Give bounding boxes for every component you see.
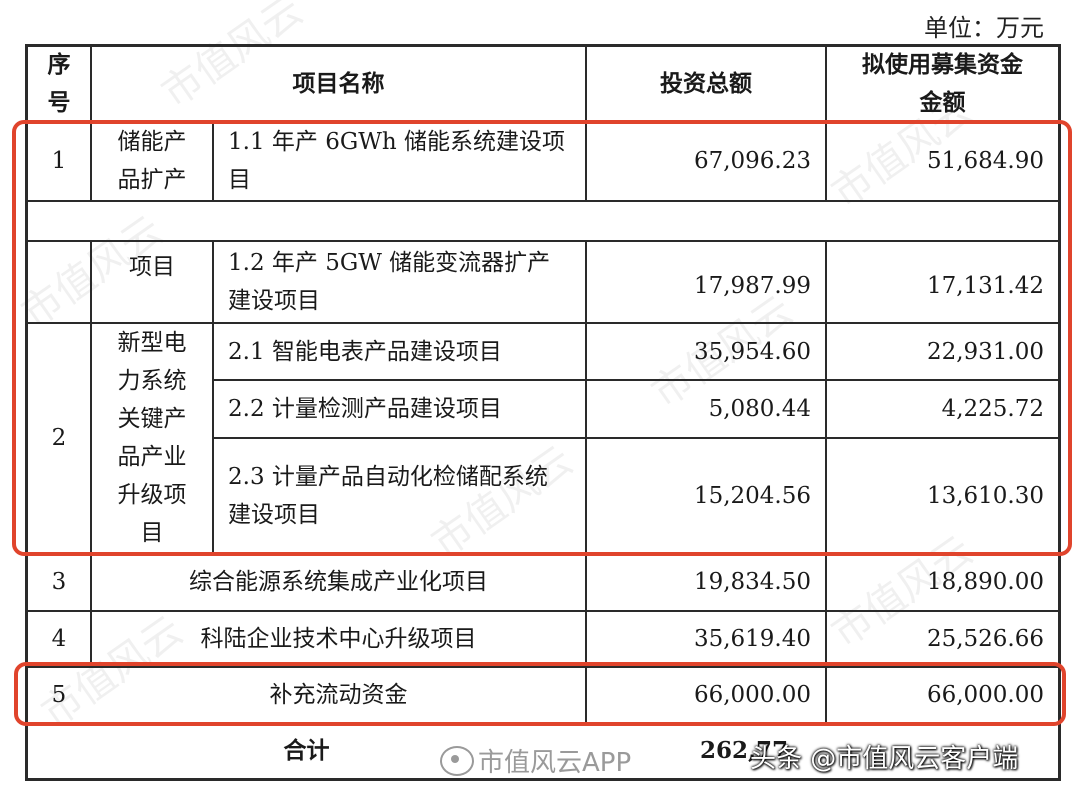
table-border: [585, 240, 587, 724]
row-seq: 5: [51, 682, 67, 708]
table-border: [25, 44, 28, 781]
header-investment-total: 投资总额: [660, 69, 752, 97]
weibo-icon: [440, 745, 474, 776]
table-border: [1058, 44, 1061, 781]
investment-cell: 35,619.40: [693, 626, 811, 652]
funds-cell: 4,225.72: [941, 396, 1044, 422]
category-cell: 新型电 力系统 关键产 品产业 升级项 目: [117, 330, 187, 546]
category-cell: 储能产 品扩产: [117, 129, 187, 193]
project-name-cell: 2.3 计量产品自动化检储配系统 建设项目: [228, 463, 548, 528]
unit-label: 单位：万元: [924, 14, 1044, 42]
table-border: [25, 44, 1061, 47]
funds-cell: 17,131.42: [926, 273, 1044, 299]
project-name-cell: 2.1 智能电表产品建设项目: [228, 338, 502, 365]
project-name-cell: 补充流动资金: [269, 682, 408, 708]
investment-cell: 19,834.50: [693, 569, 811, 595]
table-border: [212, 437, 1061, 439]
project-name-cell: 科陆企业技术中心升级项目: [200, 626, 477, 652]
category-cell: 项目: [129, 254, 175, 280]
row-seq: 2: [51, 425, 67, 451]
table-border: [25, 610, 1061, 612]
funds-cell: 51,684.90: [926, 148, 1044, 174]
header-project-name: 项目名称: [292, 69, 385, 97]
table-border: [212, 240, 214, 554]
total-investment: 262,77: [700, 737, 789, 764]
header-seq: 序号: [47, 50, 71, 116]
weibo-watermark-text: 市值风云APP: [478, 748, 632, 778]
table-border: [25, 778, 1061, 781]
project-name-cell: 综合能源系统集成产业化项目: [189, 569, 488, 595]
investment-cell: 35,954.60: [693, 338, 811, 365]
funds-cell: 13,610.30: [926, 482, 1044, 509]
row-seq: 4: [51, 626, 67, 652]
table-border: [90, 240, 92, 668]
investment-cell: 5,080.44: [708, 396, 811, 422]
table-border: [825, 240, 827, 724]
funds-cell: 18,890.00: [926, 569, 1044, 595]
weibo-watermark: 市值风云APP: [440, 742, 631, 779]
funds-cell: 66,000.00: [926, 682, 1044, 708]
row-seq: 1: [51, 148, 67, 174]
table-border: [25, 322, 1061, 324]
investment-cell: 17,987.99: [693, 273, 811, 299]
project-name-cell: 1.2 年产 5GW 储能变流器扩产 建设项目: [228, 250, 551, 314]
table-border: [212, 379, 1061, 381]
funds-cell: 25,526.66: [926, 626, 1044, 652]
investment-cell: 66,000.00: [693, 682, 811, 708]
table-border: [25, 200, 1061, 202]
header-raised-funds: 拟使用募集资金 金额: [862, 50, 1023, 116]
investment-cell: 67,096.23: [693, 148, 811, 174]
investment-cell: 15,204.56: [693, 482, 811, 509]
table-border: [25, 666, 1061, 668]
project-name-cell: 2.2 计量检测产品建设项目: [228, 396, 502, 422]
funds-cell: 22,931.00: [926, 338, 1044, 365]
project-name-cell: 1.1 年产 6GWh 储能系统建设项目: [228, 129, 565, 193]
row-seq: 3: [51, 569, 67, 595]
toutiao-watermark: 头条 @市值风云客户端: [750, 744, 1019, 774]
table-border: [212, 120, 214, 200]
total-label: 合计: [283, 737, 330, 764]
table-border: [25, 240, 1061, 242]
